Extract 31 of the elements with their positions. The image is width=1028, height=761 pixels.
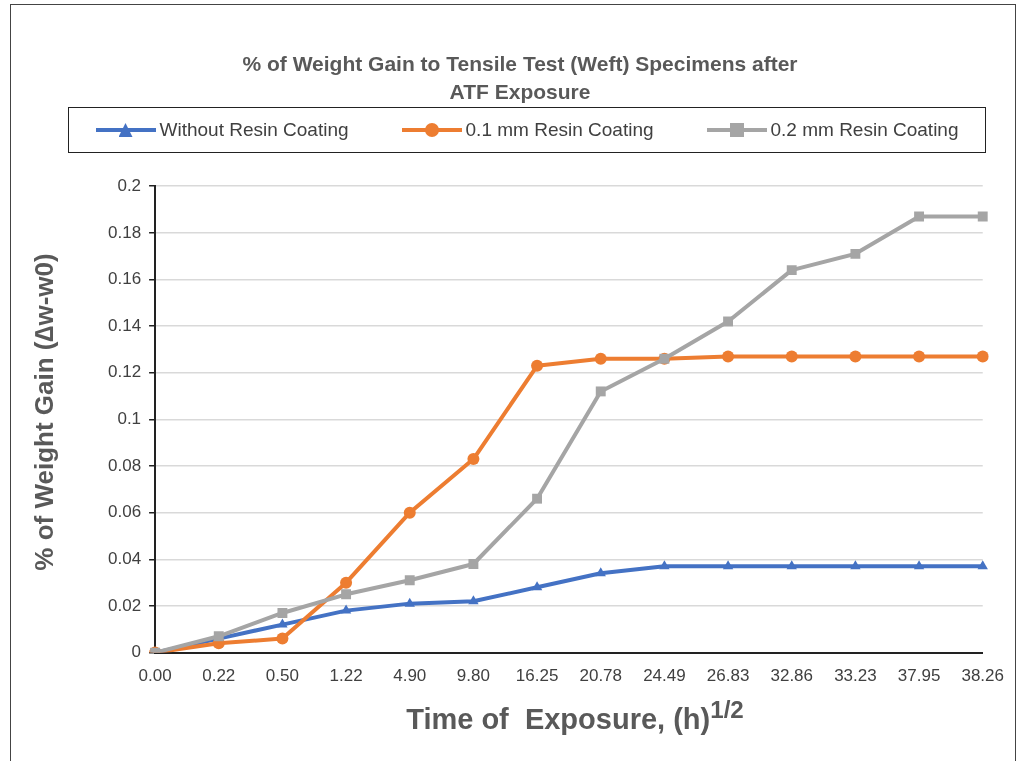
legend-label: 0.1 mm Resin Coating <box>465 119 654 141</box>
y-axis-title: % of Weight Gain (∆w-w0) <box>28 253 60 571</box>
x-tick-label: 4.90 <box>393 666 427 686</box>
y-tick-label: 0.12 <box>107 362 142 382</box>
legend-label: 0.2 mm Resin Coating <box>770 119 959 141</box>
chart-title: % of Weight Gain to Tensile Test (Weft) Specimens after ATF Exposure <box>241 51 799 105</box>
x-tick-label: 0.22 <box>202 666 236 686</box>
y-tick-label: 0.02 <box>107 595 142 615</box>
x-tick-label: 26.83 <box>706 666 750 686</box>
y-tick-label: 0.2 <box>117 175 142 195</box>
legend-label: Without Resin Coating <box>159 119 349 141</box>
y-tick-label: 0.1 <box>117 409 142 429</box>
x-tick-label: 24.49 <box>643 666 686 686</box>
x-tick-label: 0.00 <box>138 666 172 686</box>
x-tick-label: 1.22 <box>329 666 363 686</box>
y-tick-label: 0 <box>131 642 142 662</box>
x-tick-label: 32.86 <box>770 666 814 686</box>
y-tick-label: 0.14 <box>107 315 142 335</box>
x-tick-label: 33.23 <box>834 666 877 686</box>
x-tick-label: 20.78 <box>579 666 623 686</box>
y-tick-label: 0.18 <box>107 222 142 242</box>
x-tick-label: 37.95 <box>897 666 941 686</box>
y-tick-label: 0.16 <box>107 269 142 289</box>
x-tick-label: 16.25 <box>515 666 559 686</box>
y-tick-label: 0.08 <box>107 455 142 475</box>
x-axis-title: Time of Exposure, (h)$^{1/2}$ <box>405 696 745 736</box>
y-tick-label: 0.04 <box>107 549 142 569</box>
x-tick-label: 0.50 <box>265 666 299 686</box>
x-tick-label: 9.80 <box>456 666 490 686</box>
x-tick-label: 38.26 <box>961 666 1004 686</box>
y-tick-label: 0.06 <box>107 502 142 522</box>
